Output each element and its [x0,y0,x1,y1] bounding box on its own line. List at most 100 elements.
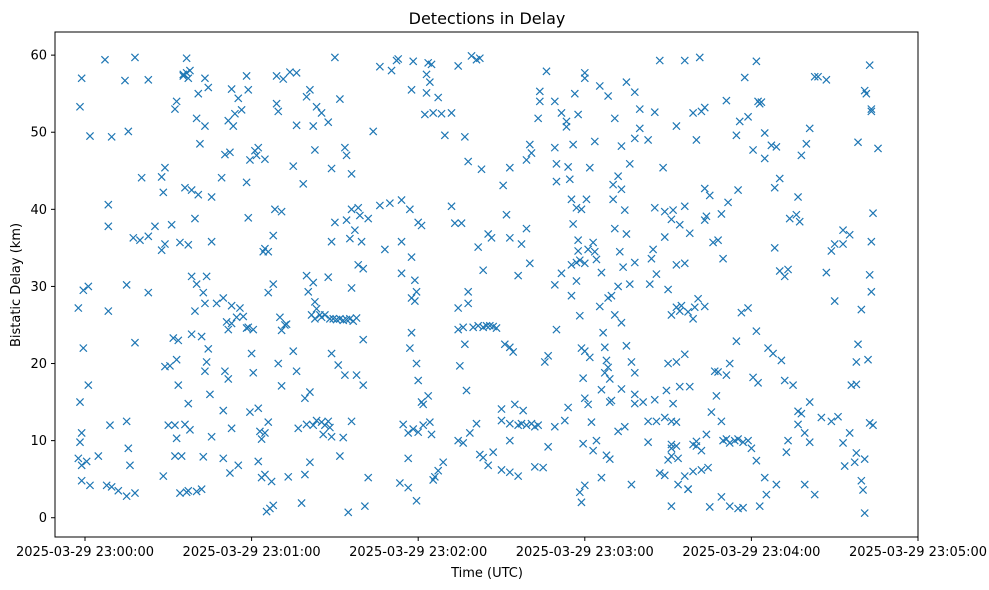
scatter-point [207,432,216,441]
scatter-point [522,421,531,430]
scatter-point [497,465,506,474]
scatter-point [187,186,196,195]
scatter-point [645,280,654,289]
scatter-point [709,238,718,247]
scatter-point [734,186,743,195]
scatter-point [324,273,333,282]
scatter-point [595,81,604,90]
scatter-point [597,385,606,394]
scatter-point [525,259,534,268]
scatter-point [230,109,239,118]
scatter-point [605,374,614,383]
scatter-point [327,432,336,441]
scatter-point [474,243,483,252]
scatter-point [410,297,419,306]
scatter-point [672,122,681,131]
scatter-point [312,416,321,425]
scatter-point [717,417,726,426]
scatter-point [697,465,706,474]
scatter-point [860,509,869,518]
scatter-point [184,240,193,249]
scatter-point [650,395,659,404]
scatter-point [475,54,484,63]
scatter-point [814,72,823,81]
scatter-point [839,239,848,249]
scatter-point [404,428,413,437]
scatter-point [684,307,693,316]
scatter-point [614,282,623,291]
scatter-point [227,424,236,433]
scatter-point [197,332,206,341]
scatter-point [577,498,586,507]
scatter-point [350,226,359,235]
scatter-point [630,399,639,408]
scatter-point [625,159,634,168]
scatter-point [429,475,438,484]
scatter-point [739,438,748,447]
scatter-point [104,222,113,231]
scatter-point [104,307,113,316]
scatter-point [630,88,639,97]
scatter-point [749,145,758,154]
scatter-point [175,238,184,247]
scatter-point [375,201,384,210]
scatter-point [75,398,85,407]
scatter-point [122,492,131,501]
scatter-point [340,143,349,152]
scatter-point [274,107,283,116]
scatter-point [737,308,746,317]
scatter-point [212,299,221,308]
scatter-point [160,239,169,249]
scatter-point [662,386,671,395]
scatter-point [347,169,356,178]
scatter-point [245,155,254,165]
scatter-point [853,340,863,349]
scatter-point [467,51,476,60]
scatter-point [802,139,811,148]
scatter-point [564,403,573,412]
scatter-point [592,255,601,264]
scatter-point [202,357,211,367]
scatter-point [762,490,771,499]
scatter-point [205,390,214,399]
scatter-point [257,473,266,482]
scatter-point [868,209,878,218]
scatter-point [853,138,863,147]
scatter-point [797,151,806,160]
scatter-point [114,486,123,495]
scatter-point [180,183,189,192]
scatter-point [247,349,256,358]
scatter-point [409,57,418,66]
scatter-point [550,97,559,106]
scatter-point [144,75,153,84]
scatter-point [200,74,209,83]
scatter-point [635,105,644,114]
scatter-point [610,114,619,123]
scatter-point [165,361,174,370]
scatter-point [760,128,769,138]
scatter-point [477,165,486,174]
scatter-point [342,151,351,160]
scatter-point [840,462,849,471]
scatter-point [75,102,85,111]
scatter-point [304,287,313,296]
scatter-point [285,68,294,77]
scatter-point [622,341,631,350]
scatter-point [174,336,183,345]
scatter-point [667,215,676,224]
scatter-point [459,323,468,332]
scatter-point [235,303,244,313]
scatter-point [359,264,368,273]
scatter-point [194,190,203,199]
scatter-point [499,181,508,190]
scatter-point [569,140,578,149]
scatter-point [630,390,639,399]
scatter-point [609,195,618,204]
scatter-point [730,436,739,445]
scatter-point [204,83,213,92]
scatter-point [359,335,368,344]
scatter-point [839,226,848,235]
scatter-point [82,457,91,466]
scatter-point [422,88,431,97]
scatter-point [120,76,129,85]
